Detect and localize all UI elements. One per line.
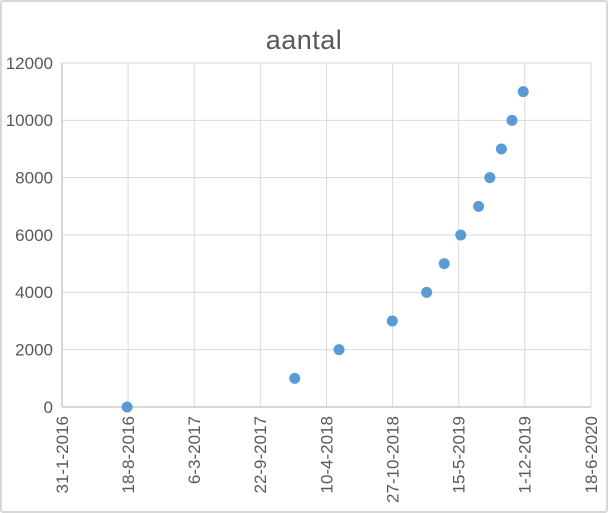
x-axis-tick-label: 10-4-2018	[317, 416, 336, 494]
y-axis-tick-label: 6000	[15, 226, 53, 245]
data-point	[495, 143, 507, 155]
x-axis-tick-label: 31-1-2016	[53, 416, 72, 494]
data-point	[455, 229, 467, 241]
x-axis-tick-label: 18-6-2020	[582, 416, 601, 494]
data-point	[121, 401, 133, 413]
y-axis-tick-label: 4000	[15, 283, 53, 302]
x-axis-tick-label: 27-10-2018	[383, 416, 402, 503]
data-point	[289, 372, 301, 384]
y-axis-tick-label: 10000	[6, 111, 53, 130]
x-axis-tick-label: 1-12-2019	[516, 416, 535, 494]
x-axis-tick-label: 6-3-2017	[185, 416, 204, 484]
y-axis-tick-label: 12000	[6, 54, 53, 73]
y-axis-tick-label: 2000	[15, 340, 53, 359]
x-axis-tick-label: 18-8-2016	[119, 416, 138, 494]
data-point	[473, 200, 485, 212]
data-point	[506, 114, 518, 126]
data-point	[421, 286, 433, 298]
x-axis-tick-label: 15-5-2019	[450, 416, 469, 494]
data-point	[517, 86, 529, 98]
data-point	[386, 315, 398, 327]
data-point	[333, 344, 345, 356]
data-point	[438, 258, 450, 270]
x-axis-tick-label: 22-9-2017	[251, 416, 270, 494]
data-point	[484, 172, 496, 184]
y-axis-tick-label: 8000	[15, 168, 53, 187]
y-axis-tick-label: 0	[44, 398, 53, 417]
